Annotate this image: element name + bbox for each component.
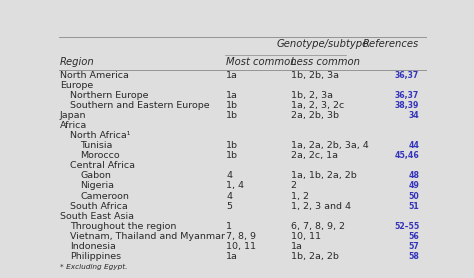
- Text: 10, 11: 10, 11: [291, 232, 321, 241]
- Text: 48: 48: [408, 172, 419, 180]
- Text: 2a, 2c, 1a: 2a, 2c, 1a: [291, 151, 337, 160]
- Text: 36,37: 36,37: [395, 91, 419, 100]
- Text: 1b: 1b: [227, 141, 238, 150]
- Text: 1a: 1a: [227, 91, 238, 100]
- Text: 7, 8, 9: 7, 8, 9: [227, 232, 256, 241]
- Text: Nigeria: Nigeria: [81, 182, 115, 190]
- Text: 1b: 1b: [227, 101, 238, 110]
- Text: 1a: 1a: [227, 252, 238, 261]
- Text: North Africa¹: North Africa¹: [70, 131, 131, 140]
- Text: Philippines: Philippines: [70, 252, 121, 261]
- Text: 1: 1: [227, 222, 232, 231]
- Text: 5: 5: [227, 202, 232, 211]
- Text: 1a: 1a: [291, 242, 302, 251]
- Text: 57: 57: [409, 242, 419, 251]
- Text: 6, 7, 8, 9, 2: 6, 7, 8, 9, 2: [291, 222, 345, 231]
- Text: 1b, 2b, 3a: 1b, 2b, 3a: [291, 71, 339, 80]
- Text: Africa: Africa: [60, 121, 87, 130]
- Text: 2a, 2b, 3b: 2a, 2b, 3b: [291, 111, 339, 120]
- Text: 1, 4: 1, 4: [227, 182, 245, 190]
- Text: Cameroon: Cameroon: [81, 192, 129, 200]
- Text: References: References: [363, 39, 419, 49]
- Text: South Africa: South Africa: [70, 202, 128, 211]
- Text: 10, 11: 10, 11: [227, 242, 256, 251]
- Text: Indonesia: Indonesia: [70, 242, 116, 251]
- Text: Vietnam, Thailand and Myanmar: Vietnam, Thailand and Myanmar: [70, 232, 225, 241]
- Text: 49: 49: [409, 182, 419, 190]
- Text: Southern and Eastern Europe: Southern and Eastern Europe: [70, 101, 210, 110]
- Text: South East Asia: South East Asia: [60, 212, 134, 221]
- Text: 38,39: 38,39: [395, 101, 419, 110]
- Text: 58: 58: [409, 252, 419, 261]
- Text: 1b, 2a, 2b: 1b, 2a, 2b: [291, 252, 338, 261]
- Text: 44: 44: [408, 141, 419, 150]
- Text: 34: 34: [409, 111, 419, 120]
- Text: 1a: 1a: [227, 71, 238, 80]
- Text: Most common: Most common: [227, 57, 297, 67]
- Text: 52–55: 52–55: [394, 222, 419, 231]
- Text: * Excluding Egypt.: * Excluding Egypt.: [60, 264, 128, 270]
- Text: 1b: 1b: [227, 151, 238, 160]
- Text: 2: 2: [291, 182, 297, 190]
- Text: 1, 2, 3 and 4: 1, 2, 3 and 4: [291, 202, 351, 211]
- Text: North America: North America: [60, 71, 129, 80]
- Text: Central Africa: Central Africa: [70, 161, 135, 170]
- Text: 4: 4: [227, 192, 232, 200]
- Text: 1a, 2, 3, 2c: 1a, 2, 3, 2c: [291, 101, 344, 110]
- Text: 50: 50: [409, 192, 419, 200]
- Text: 1b: 1b: [227, 111, 238, 120]
- Text: 4: 4: [227, 172, 232, 180]
- Text: Europe: Europe: [60, 81, 93, 90]
- Text: 1b, 2, 3a: 1b, 2, 3a: [291, 91, 333, 100]
- Text: Genotype/subtype: Genotype/subtype: [277, 39, 369, 49]
- Text: 45,46: 45,46: [394, 151, 419, 160]
- Text: Throughout the region: Throughout the region: [70, 222, 177, 231]
- Text: 51: 51: [409, 202, 419, 211]
- Text: 56: 56: [409, 232, 419, 241]
- Text: Gabon: Gabon: [81, 172, 111, 180]
- Text: 1a, 1b, 2a, 2b: 1a, 1b, 2a, 2b: [291, 172, 356, 180]
- Text: Northern Europe: Northern Europe: [70, 91, 149, 100]
- Text: Less common: Less common: [291, 57, 360, 67]
- Text: 1, 2: 1, 2: [291, 192, 309, 200]
- Text: 1a, 2a, 2b, 3a, 4: 1a, 2a, 2b, 3a, 4: [291, 141, 368, 150]
- Text: Region: Region: [60, 57, 95, 67]
- Text: 36,37: 36,37: [395, 71, 419, 80]
- Text: Morocco: Morocco: [81, 151, 120, 160]
- Text: Tunisia: Tunisia: [81, 141, 113, 150]
- Text: Japan: Japan: [60, 111, 86, 120]
